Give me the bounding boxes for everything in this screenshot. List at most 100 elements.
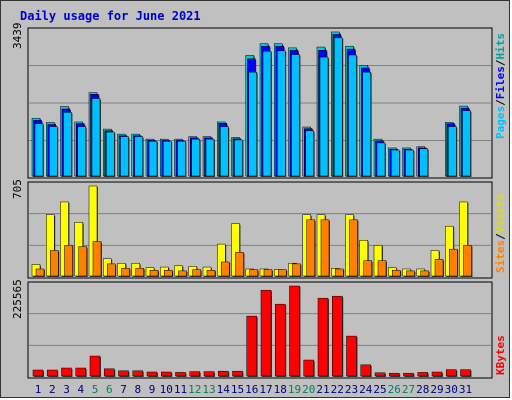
bar-sites-day-23 (349, 219, 358, 277)
bar-sites-day-19 (292, 263, 301, 277)
x-tick-label-23: 23 (345, 383, 358, 396)
bar-pages-day-5 (91, 98, 101, 177)
bar-sites-day-7 (121, 268, 130, 277)
x-tick-label-14: 14 (217, 383, 231, 396)
mid-max-label: 705 (11, 179, 24, 199)
top-max-label: 3439 (11, 23, 24, 50)
bar-sites-day-28 (420, 270, 429, 277)
bar-pages-day-15 (234, 139, 243, 177)
bar-sites-day-13 (206, 270, 216, 277)
bar-kbytes-day-20 (303, 359, 314, 377)
bar-sites-day-21 (320, 219, 330, 277)
panel-bot-bg (27, 281, 493, 379)
x-tick-label-7: 7 (120, 383, 127, 396)
bar-sites-day-12 (192, 269, 201, 277)
x-tick-label-9: 9 (149, 383, 156, 396)
legend-hits: Hits (494, 33, 507, 60)
bar-pages-day-16 (248, 71, 257, 177)
bar-pages-day-8 (134, 136, 143, 177)
bar-sites-day-9 (149, 270, 159, 277)
x-tick-label-24: 24 (359, 383, 373, 396)
bar-kbytes-day-5 (89, 355, 101, 377)
bar-kbytes-day-17 (260, 289, 272, 377)
bar-sites-day-24 (363, 260, 372, 277)
bar-sites-day-31 (463, 245, 472, 277)
bar-pages-day-28 (419, 148, 428, 177)
bar-kbytes-day-7 (118, 370, 129, 377)
x-tick-label-20: 20 (302, 383, 315, 396)
bar-pages-day-23 (348, 54, 357, 177)
bar-pages-day-17 (262, 50, 272, 177)
x-tick-label-28: 28 (416, 383, 429, 396)
bar-kbytes-day-22 (332, 295, 343, 377)
bar-sites-day-6 (107, 263, 116, 277)
bar-pages-day-12 (191, 138, 200, 177)
legend-sep-1: / (494, 99, 507, 106)
bar-kbytes-day-16 (246, 315, 257, 377)
bar-kbytes-day-14 (218, 370, 229, 377)
bar-kbytes-day-8 (132, 370, 143, 377)
x-tick-label-30: 30 (445, 383, 458, 396)
bar-pages-day-1 (34, 123, 44, 177)
x-tick-label-10: 10 (160, 383, 173, 396)
bar-pages-day-20 (305, 130, 314, 177)
bar-kbytes-day-28 (417, 372, 428, 377)
bar-sites-day-14 (221, 261, 230, 277)
bar-sites-day-20 (306, 219, 315, 277)
bar-pages-day-18 (277, 50, 286, 177)
bar-sites-day-16 (249, 269, 258, 277)
bar-kbytes-day-4 (75, 367, 86, 377)
bar-pages-day-24 (362, 71, 371, 177)
bar-sites-day-3 (64, 245, 73, 277)
bot-max-label: 225565 (11, 279, 24, 319)
bar-kbytes-day-24 (360, 364, 371, 377)
bar-sites-day-8 (135, 268, 144, 277)
bar-sites-day-30 (449, 248, 458, 277)
bar-sites-day-27 (406, 270, 415, 277)
bar-sites-day-15 (235, 252, 244, 277)
bar-pages-day-9 (148, 140, 158, 177)
bar-pages-day-26 (391, 149, 400, 177)
bar-sites-day-22 (335, 268, 344, 277)
x-tick-label-31: 31 (459, 383, 472, 396)
bar-kbytes-day-25 (374, 372, 386, 377)
bar-sites-day-26 (392, 270, 401, 277)
bar-kbytes-day-29 (431, 371, 443, 377)
bar-pages-day-25 (376, 142, 386, 177)
bar-kbytes-day-31 (460, 369, 471, 377)
bar-kbytes-day-10 (161, 371, 172, 377)
bar-sites-day-29 (434, 259, 444, 277)
legend-sep-2: / (494, 59, 507, 66)
x-tick-label-25: 25 (373, 383, 386, 396)
bar-kbytes-day-27 (403, 372, 414, 377)
bar-pages-day-10 (163, 140, 172, 177)
bar-pages-day-3 (63, 112, 72, 177)
bar-pages-day-13 (205, 138, 215, 177)
bar-sites-day-1 (35, 268, 45, 277)
bar-kbytes-day-18 (275, 303, 286, 377)
legend-sep-3: / (494, 233, 507, 240)
bot-legend: KBytes (494, 335, 507, 375)
bar-pages-day-21 (319, 56, 329, 177)
bar-kbytes-day-12 (189, 371, 200, 377)
bar-kbytes-day-9 (146, 371, 158, 377)
bar-kbytes-day-3 (61, 367, 72, 377)
bar-kbytes-day-11 (175, 372, 186, 377)
bar-pages-day-7 (120, 136, 129, 177)
x-tick-label-13: 13 (202, 383, 215, 396)
bar-kbytes-day-6 (104, 368, 115, 377)
x-tick-label-26: 26 (388, 383, 401, 396)
bar-sites-day-18 (278, 269, 287, 277)
bar-pages-day-27 (405, 149, 414, 177)
legend-sites: Sites (494, 240, 507, 273)
x-tick-label-29: 29 (430, 383, 443, 396)
chart-title: Daily usage for June 2021 (20, 9, 201, 23)
bar-sites-day-11 (178, 270, 187, 277)
x-tick-label-12: 12 (188, 383, 201, 396)
x-tick-label-3: 3 (63, 383, 70, 396)
bar-kbytes-day-15 (232, 370, 243, 377)
bar-sites-day-4 (78, 246, 87, 277)
x-tick-label-4: 4 (77, 383, 84, 396)
